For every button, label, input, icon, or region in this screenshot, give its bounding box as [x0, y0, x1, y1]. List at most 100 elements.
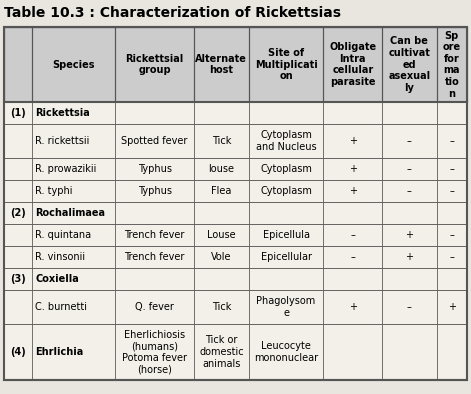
- Bar: [115, 102, 194, 124]
- Bar: [4, 224, 467, 246]
- Bar: [32, 246, 115, 268]
- Text: +: +: [448, 302, 456, 312]
- Text: louse: louse: [208, 164, 235, 174]
- Text: +: +: [349, 164, 357, 174]
- Text: +: +: [349, 136, 357, 146]
- Bar: [382, 224, 437, 246]
- Text: Tick or
domestic
animals: Tick or domestic animals: [199, 335, 244, 369]
- Text: Trench fever: Trench fever: [124, 230, 185, 240]
- Text: –: –: [407, 164, 412, 174]
- Bar: [194, 124, 249, 158]
- Bar: [249, 158, 324, 180]
- Bar: [249, 102, 324, 124]
- Bar: [194, 268, 249, 290]
- Text: Typhus: Typhus: [138, 164, 171, 174]
- Bar: [324, 158, 382, 180]
- Bar: [382, 290, 437, 324]
- Bar: [324, 124, 382, 158]
- Text: Epicellula: Epicellula: [262, 230, 309, 240]
- Bar: [324, 268, 382, 290]
- Bar: [4, 268, 467, 290]
- Bar: [4, 27, 467, 380]
- Bar: [32, 27, 115, 102]
- Bar: [115, 158, 194, 180]
- Bar: [437, 102, 467, 124]
- Bar: [382, 202, 437, 224]
- Bar: [437, 124, 467, 158]
- Bar: [115, 224, 194, 246]
- Text: Phagolysom
e: Phagolysom e: [256, 296, 316, 318]
- Bar: [194, 180, 249, 202]
- Text: Spotted fever: Spotted fever: [122, 136, 188, 146]
- Text: Table 10.3 : Characterization of Rickettsias: Table 10.3 : Characterization of Rickett…: [4, 6, 341, 20]
- Bar: [32, 102, 115, 124]
- Text: Vole: Vole: [211, 252, 232, 262]
- Text: R. rickettsii: R. rickettsii: [35, 136, 89, 146]
- Bar: [249, 124, 324, 158]
- Text: –: –: [449, 230, 454, 240]
- Text: Species: Species: [52, 59, 95, 69]
- Bar: [437, 324, 467, 380]
- Text: –: –: [407, 302, 412, 312]
- Bar: [437, 224, 467, 246]
- Text: R. vinsonii: R. vinsonii: [35, 252, 85, 262]
- Bar: [32, 124, 115, 158]
- Text: C. burnetti: C. burnetti: [35, 302, 87, 312]
- Text: Obligate
Intra
cellular
parasite: Obligate Intra cellular parasite: [329, 42, 376, 87]
- Bar: [249, 27, 324, 102]
- Bar: [4, 102, 32, 124]
- Text: Epicellular: Epicellular: [260, 252, 311, 262]
- Bar: [32, 180, 115, 202]
- Bar: [4, 27, 467, 102]
- Text: Trench fever: Trench fever: [124, 252, 185, 262]
- Text: +: +: [406, 230, 414, 240]
- Bar: [249, 224, 324, 246]
- Text: Leucocyte
mononuclear: Leucocyte mononuclear: [254, 341, 318, 363]
- Bar: [194, 290, 249, 324]
- Bar: [324, 246, 382, 268]
- Bar: [382, 27, 437, 102]
- Text: +: +: [349, 186, 357, 196]
- Bar: [194, 202, 249, 224]
- Bar: [194, 246, 249, 268]
- Bar: [115, 27, 194, 102]
- Text: Sp
ore
for
ma
tio
n: Sp ore for ma tio n: [443, 30, 461, 98]
- Bar: [382, 124, 437, 158]
- Bar: [324, 180, 382, 202]
- Bar: [194, 158, 249, 180]
- Bar: [437, 290, 467, 324]
- Bar: [437, 202, 467, 224]
- Bar: [115, 324, 194, 380]
- Text: (1): (1): [10, 108, 26, 118]
- Text: Louse: Louse: [207, 230, 236, 240]
- Bar: [4, 224, 32, 246]
- Bar: [324, 324, 382, 380]
- Text: Rickettsial
group: Rickettsial group: [125, 54, 184, 75]
- Bar: [249, 290, 324, 324]
- Bar: [382, 158, 437, 180]
- Bar: [324, 224, 382, 246]
- Bar: [32, 158, 115, 180]
- Bar: [4, 158, 467, 180]
- Bar: [115, 180, 194, 202]
- Bar: [115, 124, 194, 158]
- Text: Cytoplasm: Cytoplasm: [260, 164, 312, 174]
- Text: Flea: Flea: [211, 186, 232, 196]
- Text: Rickettsia: Rickettsia: [35, 108, 90, 118]
- Bar: [4, 324, 467, 380]
- Bar: [32, 202, 115, 224]
- Text: (4): (4): [10, 347, 26, 357]
- Text: –: –: [449, 164, 454, 174]
- Text: Tick: Tick: [211, 136, 231, 146]
- Bar: [4, 27, 32, 102]
- Bar: [382, 180, 437, 202]
- Bar: [32, 290, 115, 324]
- Bar: [4, 158, 32, 180]
- Bar: [324, 202, 382, 224]
- Text: Typhus: Typhus: [138, 186, 171, 196]
- Text: –: –: [449, 136, 454, 146]
- Bar: [115, 202, 194, 224]
- Bar: [4, 324, 32, 380]
- Bar: [437, 268, 467, 290]
- Bar: [4, 290, 32, 324]
